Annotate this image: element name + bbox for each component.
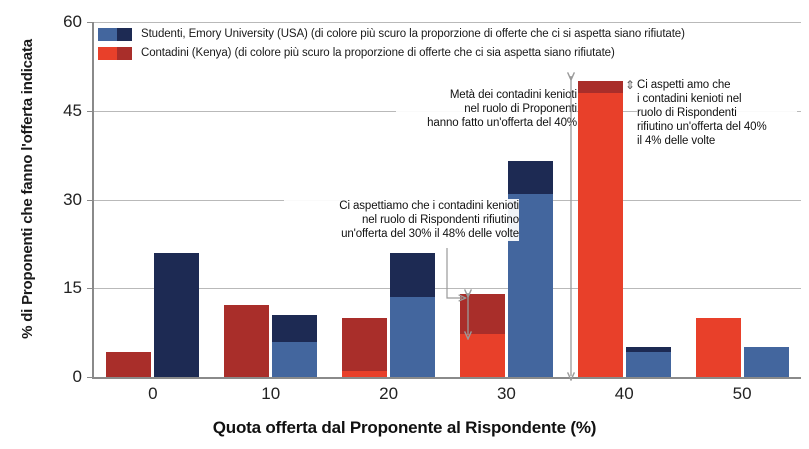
x-axis-title: Quota offerta dal Proponente al Risponde…	[212, 418, 597, 437]
annotation-line: nel ruolo di Rispondenti rifiutino	[361, 214, 519, 226]
bar-segment-rejected	[224, 305, 270, 377]
bar-segment-rejected	[272, 314, 318, 342]
annotation-line: rifiutino un'offerta del 40%	[637, 121, 767, 133]
annotation-line: ruolo di Rispondenti	[637, 107, 737, 119]
y-tick-label: 30	[63, 189, 82, 209]
legend-swatch-farmers-dark	[116, 46, 132, 60]
y-tick-label: 0	[72, 367, 82, 386]
bar-segment-accepted	[342, 370, 388, 377]
plot-area: 0 15 30 45 60 0 10 20 30 40 50	[63, 12, 801, 403]
bar-segment-accepted	[577, 93, 623, 377]
legend-item-farmers: Contadini (Kenya) (di colore più scuro l…	[98, 45, 685, 61]
bar-farmers-10	[224, 305, 270, 377]
x-tick-label: 30	[496, 384, 516, 403]
x-tick-label: 40	[614, 384, 634, 403]
legend-swatch-farmers	[98, 46, 132, 60]
bar-students-10	[272, 314, 318, 377]
bar-segment-rejected	[507, 161, 553, 194]
y-tick-mark	[87, 288, 94, 290]
legend-swatch-students-light	[98, 27, 117, 41]
double-arrow-icon: ⇕	[625, 78, 635, 92]
x-tick-label: 10	[261, 384, 281, 403]
legend-swatch-students	[98, 27, 132, 41]
legend-label-students: Studenti, Emory University (USA) (di col…	[141, 28, 685, 40]
bar-segment-rejected	[577, 81, 623, 93]
bar-segment-accepted	[272, 341, 318, 377]
bar-segment-rejected	[154, 252, 200, 377]
bar-farmers-30	[459, 294, 505, 377]
bar-segment-accepted	[625, 351, 671, 377]
bar-students-50	[743, 347, 789, 377]
x-tick-label: 20	[379, 384, 399, 403]
connector-reject-30	[446, 248, 468, 335]
legend-swatch-farmers-light	[98, 46, 117, 60]
annotation-line: i contadini kenioti nel	[637, 93, 742, 105]
y-tick-mark	[87, 199, 94, 201]
bar-segment-accepted	[390, 297, 436, 377]
annotation-reject-40: ⇕ Ci aspetti amo che i contadini kenioti…	[625, 78, 797, 148]
y-tick-mark	[87, 377, 94, 378]
bar-students-0	[154, 252, 200, 377]
x-tick-label: 50	[732, 384, 752, 403]
y-tick-label: 15	[63, 278, 82, 298]
annotation-line: un'offerta del 30% il 48% delle volte	[341, 228, 519, 240]
bar-segment-accepted	[695, 317, 741, 377]
annotation-line: hanno fatto un'offerta del 40%	[427, 117, 577, 129]
gridline	[94, 22, 801, 23]
bar-segment-accepted	[743, 347, 789, 377]
y-tick-mark	[87, 110, 94, 112]
bar-farmers-20	[342, 317, 388, 377]
legend-swatch-students-dark	[116, 27, 132, 41]
bar-segment-rejected	[625, 347, 671, 352]
annotation-line: Ci aspettiamo che i contadini kenioti	[339, 200, 519, 212]
y-tick-label: 60	[63, 12, 82, 31]
bar-farmers-50	[695, 317, 741, 377]
y-tick-mark	[87, 22, 94, 23]
bar-farmers-0	[106, 352, 152, 377]
annotation-line: il 4% delle volte	[637, 135, 716, 147]
annotation-half-farmers-40: Metà dei contadini kenioti nel ruolo di …	[396, 88, 577, 130]
bar-students-20	[390, 252, 436, 377]
bar-students-40	[625, 347, 671, 377]
annotation-line: Ci aspetti amo che	[637, 79, 731, 91]
annotation-line: nel ruolo di Proponenti	[464, 103, 577, 115]
legend-label-farmers: Contadini (Kenya) (di colore più scuro l…	[141, 47, 615, 59]
annotation-reject-30: Ci aspettiamo che i contadini kenioti ne…	[284, 199, 519, 241]
bar-segment-rejected	[342, 317, 388, 371]
x-tick-label: 0	[148, 384, 158, 403]
legend-item-students: Studenti, Emory University (USA) (di col…	[98, 26, 685, 42]
annotation-line: Metà dei contadini kenioti	[449, 89, 577, 101]
y-tick-label: 45	[63, 100, 82, 120]
bar-segment-rejected	[106, 352, 152, 377]
bar-segment-rejected	[390, 252, 436, 298]
bar-farmers-40	[577, 81, 623, 377]
legend: Studenti, Emory University (USA) (di col…	[98, 26, 685, 64]
bar-segment-accepted	[459, 333, 505, 377]
